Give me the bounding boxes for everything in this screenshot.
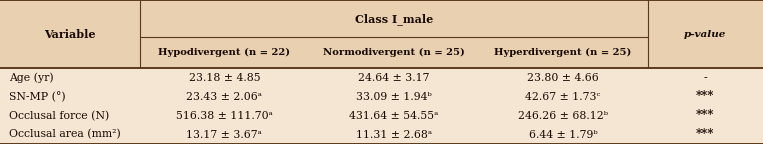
- Text: 24.64 ± 3.17: 24.64 ± 3.17: [358, 73, 430, 83]
- Bar: [0, 0, 763, 68]
- Text: 13.17 ± 3.67ᵃ: 13.17 ± 3.67ᵃ: [186, 130, 262, 140]
- Text: ***: ***: [696, 109, 715, 122]
- Text: Class I_male: Class I_male: [355, 13, 433, 25]
- Text: Age (yr): Age (yr): [9, 73, 53, 83]
- Text: Hypodivergent (n = 22): Hypodivergent (n = 22): [158, 48, 291, 57]
- Text: SN-MP (°): SN-MP (°): [9, 91, 66, 102]
- Text: 23.43 ± 2.06ᵃ: 23.43 ± 2.06ᵃ: [186, 92, 262, 102]
- Text: 11.31 ± 2.68ᵃ: 11.31 ± 2.68ᵃ: [356, 130, 432, 140]
- Text: Occlusal force (N): Occlusal force (N): [9, 110, 109, 121]
- Text: ***: ***: [696, 128, 715, 141]
- Text: -: -: [703, 73, 707, 83]
- Text: 23.18 ± 4.85: 23.18 ± 4.85: [188, 73, 260, 83]
- Bar: [0, 106, 763, 125]
- Text: Occlusal area (mm²): Occlusal area (mm²): [9, 129, 121, 140]
- Text: Hyperdivergent (n = 25): Hyperdivergent (n = 25): [494, 48, 632, 57]
- Bar: [0, 87, 763, 106]
- Text: 23.80 ± 4.66: 23.80 ± 4.66: [527, 73, 599, 83]
- Text: 516.38 ± 111.70ᵃ: 516.38 ± 111.70ᵃ: [176, 111, 272, 121]
- Bar: [0, 125, 763, 144]
- Text: ***: ***: [696, 90, 715, 103]
- Text: Normodivergent (n = 25): Normodivergent (n = 25): [323, 48, 465, 57]
- Text: 42.67 ± 1.73ᶜ: 42.67 ± 1.73ᶜ: [526, 92, 600, 102]
- Text: 431.64 ± 54.55ᵃ: 431.64 ± 54.55ᵃ: [349, 111, 439, 121]
- Bar: [0, 68, 763, 87]
- Text: 246.26 ± 68.12ᵇ: 246.26 ± 68.12ᵇ: [518, 111, 608, 121]
- Text: p-value: p-value: [684, 30, 726, 39]
- Text: 6.44 ± 1.79ᵇ: 6.44 ± 1.79ᵇ: [529, 130, 597, 140]
- Text: Variable: Variable: [44, 29, 95, 40]
- Text: 33.09 ± 1.94ᵇ: 33.09 ± 1.94ᵇ: [356, 92, 432, 102]
